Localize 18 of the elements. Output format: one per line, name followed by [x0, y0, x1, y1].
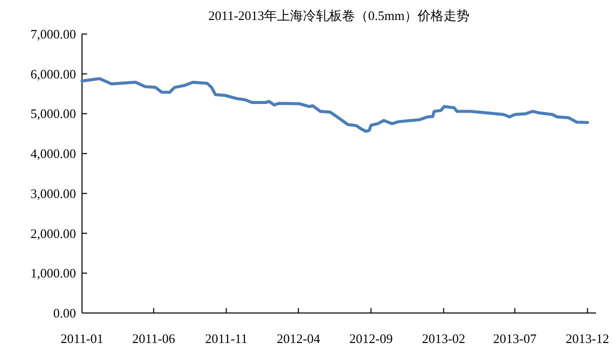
x-tick-label: 2012-04: [276, 331, 321, 346]
y-tick-label: 7,000.00: [30, 26, 76, 42]
x-tick-label: 2013-07: [493, 331, 537, 346]
y-tick-label: 5,000.00: [30, 106, 76, 122]
x-tick-label: 2013-12: [566, 331, 610, 346]
chart-title: 2011-2013年上海冷轧板卷（0.5mm）价格走势: [208, 8, 470, 23]
y-tick-label: 1,000.00: [30, 266, 76, 281]
y-tick-label: 0.00: [53, 306, 76, 320]
y-tick-label: 4,000.00: [30, 146, 76, 162]
y-tick-label: 6,000.00: [30, 66, 76, 82]
x-tick-label: 2013-02: [422, 331, 466, 346]
x-tick-label: 2011-06: [132, 331, 176, 346]
y-tick-label: 2,000.00: [30, 226, 76, 241]
x-tick-label: 2011-11: [205, 331, 248, 346]
line-series: [80, 77, 589, 133]
x-tick-label: 2011-01: [60, 331, 104, 346]
x-tick-label: 2012-09: [349, 331, 393, 346]
y-tick-label: 3,000.00: [30, 186, 76, 201]
